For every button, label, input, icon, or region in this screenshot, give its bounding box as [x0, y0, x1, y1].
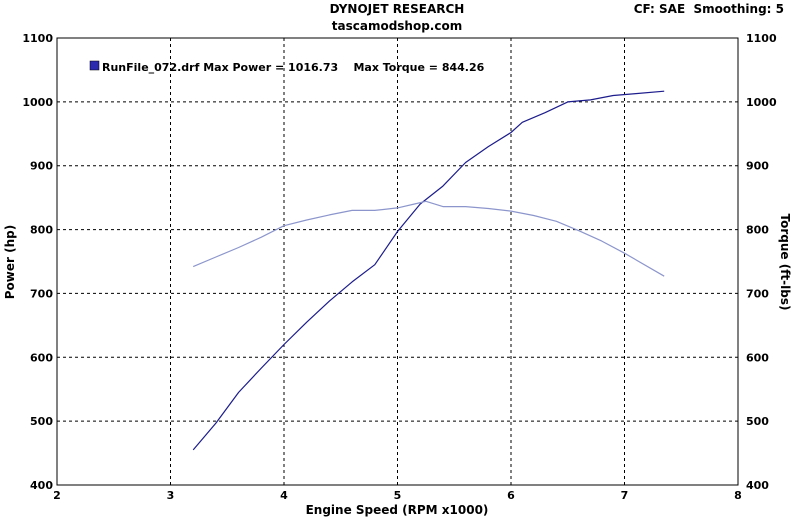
chart-title: DYNOJET RESEARCH	[330, 2, 465, 16]
chart-subtitle: tascamodshop.com	[332, 19, 462, 33]
y-tick-label-left: 1000	[22, 96, 53, 109]
x-tick-label: 8	[734, 489, 742, 502]
left-axis-ticks: 400 500 600 700 800 900 1000 1100	[22, 32, 53, 492]
x-axis-label: Engine Speed (RPM x1000)	[306, 503, 489, 517]
y-tick-label-left: 400	[30, 479, 53, 492]
x-tick-label: 4	[280, 489, 288, 502]
y-tick-label-right: 900	[746, 160, 769, 173]
y-tick-label-right: 500	[746, 415, 769, 428]
y-tick-label-right: 400	[746, 479, 769, 492]
y-tick-label-left: 700	[30, 287, 53, 300]
x-tick-label: 7	[621, 489, 629, 502]
x-tick-label: 6	[507, 489, 515, 502]
legend-text: RunFile_072.drf Max Power = 1016.73 Max …	[102, 61, 485, 74]
x-tick-label: 2	[53, 489, 61, 502]
y-tick-label-right: 600	[746, 351, 769, 364]
y-axis-label-left: Power (hp)	[3, 225, 17, 299]
y-tick-label-left: 1100	[22, 32, 53, 45]
x-tick-label: 5	[394, 489, 402, 502]
y-tick-label-left: 500	[30, 415, 53, 428]
x-axis-ticks: 2 3 4 5 6 7 8	[53, 489, 742, 502]
power-curve	[192, 90, 665, 451]
grid-lines	[57, 38, 738, 485]
settings-label: CF: SAE Smoothing: 5	[634, 2, 784, 16]
y-tick-label-right: 1100	[746, 32, 777, 45]
y-tick-label-right: 700	[746, 287, 769, 300]
y-tick-label-right: 800	[746, 224, 769, 237]
y-axis-label-right: Torque (ft-lbs)	[778, 214, 792, 311]
torque-curve	[192, 200, 665, 277]
y-tick-label-left: 900	[30, 160, 53, 173]
x-tick-label: 3	[167, 489, 175, 502]
right-axis-ticks: 400 500 600 700 800 900 1000 1100	[746, 32, 777, 492]
y-tick-label-left: 800	[30, 224, 53, 237]
series-group	[192, 90, 665, 451]
legend-swatch	[89, 60, 100, 71]
y-tick-label-right: 1000	[746, 96, 777, 109]
y-tick-label-left: 600	[30, 351, 53, 364]
